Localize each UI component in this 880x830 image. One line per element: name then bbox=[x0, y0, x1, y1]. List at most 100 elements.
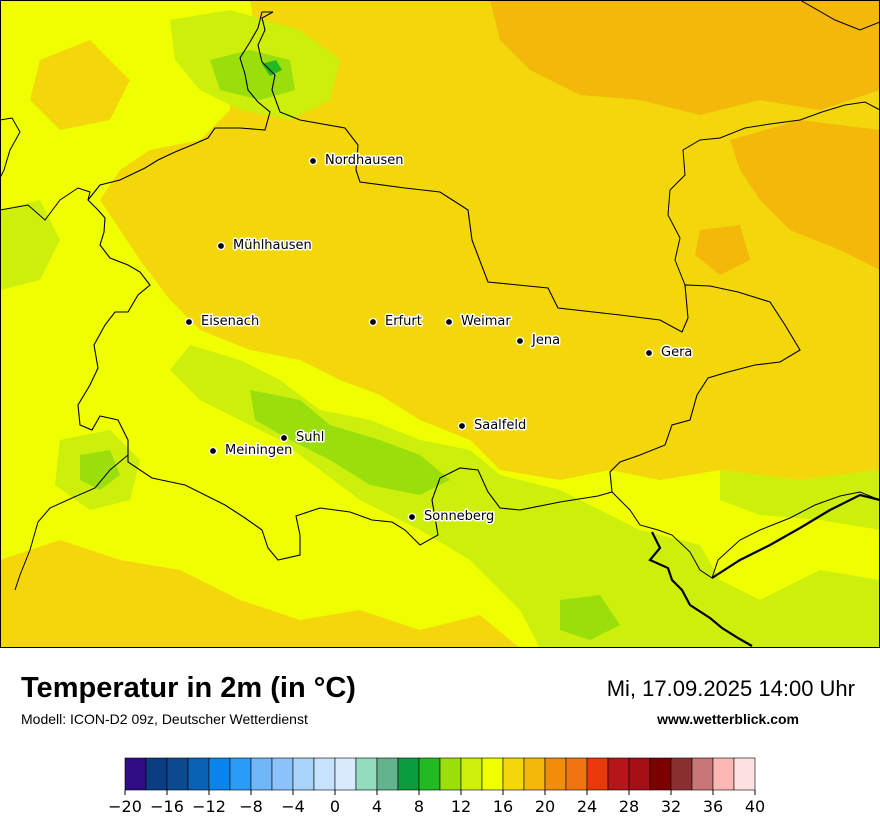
legend-color-box bbox=[292, 757, 315, 791]
city-label: Erfurt bbox=[385, 314, 422, 329]
legend-tick-label: 4 bbox=[372, 797, 382, 816]
legend-color-box bbox=[376, 757, 399, 791]
legend-color-box bbox=[439, 757, 462, 791]
legend-color-box bbox=[523, 757, 546, 791]
legend-tick-label: 36 bbox=[703, 797, 723, 816]
city-label: Gera bbox=[661, 345, 692, 360]
neighbor-border bbox=[667, 189, 686, 286]
city-dot-icon bbox=[644, 348, 654, 358]
city-dot-icon bbox=[457, 421, 467, 431]
city-dot-icon bbox=[279, 433, 289, 443]
legend-color-box bbox=[607, 757, 630, 791]
city-label: Suhl bbox=[296, 430, 324, 445]
city-marker[interactable]: Meiningen bbox=[208, 442, 294, 460]
legend-color-box bbox=[460, 757, 483, 791]
neighbor-border bbox=[799, 0, 880, 31]
city-dot-icon bbox=[407, 512, 417, 522]
city-dot-icon bbox=[184, 317, 194, 327]
temperature-field-10 bbox=[262, 60, 282, 76]
city-label: Weimar bbox=[461, 314, 511, 329]
city-marker[interactable]: Weimar bbox=[444, 313, 513, 331]
city-marker[interactable]: Jena bbox=[515, 332, 562, 350]
legend-tick-label: 0 bbox=[330, 797, 340, 816]
temperature-field-12 bbox=[560, 595, 620, 640]
cities-layer: Nordhausen Mühlhausen Eisenach Erfurt We… bbox=[184, 152, 694, 526]
website-link[interactable]: www.wetterblick.com bbox=[657, 711, 799, 727]
legend-tick-label: 8 bbox=[414, 797, 424, 816]
map-title: Temperatur in 2m (in °C) bbox=[21, 672, 356, 704]
city-marker[interactable]: Nordhausen bbox=[308, 152, 405, 170]
temperature-field-12 bbox=[80, 450, 120, 490]
legend-color-box bbox=[733, 757, 756, 791]
legend-color-box bbox=[397, 757, 420, 791]
legend-color-box bbox=[334, 757, 357, 791]
city-label: Nordhausen bbox=[325, 153, 404, 168]
city-marker[interactable]: Suhl bbox=[279, 429, 326, 447]
legend-color-box bbox=[418, 757, 441, 791]
legend-tick-label: 40 bbox=[745, 797, 765, 816]
legend-color-box bbox=[208, 757, 231, 791]
temperature-map[interactable]: Nordhausen Mühlhausen Eisenach Erfurt We… bbox=[0, 0, 880, 648]
city-dot-icon bbox=[515, 336, 525, 346]
country-border bbox=[711, 493, 880, 579]
temperature-field-18 bbox=[30, 40, 130, 130]
temperature-field-12 bbox=[250, 390, 450, 495]
legend-color-box bbox=[145, 757, 168, 791]
temperature-field-18 bbox=[100, 0, 880, 480]
legend-tick-label: 24 bbox=[577, 797, 597, 816]
legend-color-box bbox=[544, 757, 567, 791]
temperature-field-14 bbox=[720, 470, 880, 530]
neighbor-border bbox=[611, 491, 880, 579]
legend-color-box bbox=[712, 757, 735, 791]
temperature-field-14 bbox=[0, 200, 60, 290]
legend-color-box bbox=[481, 757, 504, 791]
legend-color-box bbox=[691, 757, 714, 791]
color-scale-legend: −20 −16 −12 −8 −4 0 4 8 12 16 20 24 28 32 36 40 bbox=[108, 757, 765, 816]
legend-tick-label: −12 bbox=[192, 797, 226, 816]
city-marker[interactable]: Gera bbox=[644, 344, 694, 362]
city-label: Sonneberg bbox=[424, 509, 494, 524]
legend-color-box bbox=[649, 757, 672, 791]
city-marker[interactable]: Erfurt bbox=[368, 313, 423, 331]
city-label: Meiningen bbox=[225, 443, 292, 458]
country-border bbox=[648, 531, 753, 647]
neighbor-border bbox=[0, 117, 21, 179]
city-marker[interactable]: Mühlhausen bbox=[216, 237, 313, 255]
legend-ticks: −20 −16 −12 −8 −4 0 4 8 12 16 20 24 28 32 36 40 bbox=[108, 790, 765, 816]
legend-tick-label: 12 bbox=[451, 797, 471, 816]
legend-tick-label: −8 bbox=[239, 797, 263, 816]
legend-color-box bbox=[565, 757, 588, 791]
neighbor-border bbox=[14, 454, 129, 591]
map-footer: Temperatur in 2m (in °C) Modell: ICON-D2… bbox=[0, 648, 880, 830]
city-dot-icon bbox=[308, 156, 318, 166]
city-marker[interactable]: Saalfeld bbox=[457, 417, 528, 435]
model-source: Modell: ICON-D2 09z, Deutscher Wetterdie… bbox=[21, 711, 308, 727]
legend-color-box bbox=[502, 757, 525, 791]
legend-color-box bbox=[271, 757, 294, 791]
legend-tick-label: −20 bbox=[108, 797, 142, 816]
city-label: Mühlhausen bbox=[233, 238, 312, 253]
city-dot-icon bbox=[368, 317, 378, 327]
city-dot-icon bbox=[444, 317, 454, 327]
legend-tick-label: 20 bbox=[535, 797, 555, 816]
city-marker[interactable]: Sonneberg bbox=[407, 508, 496, 526]
legend-color-box bbox=[229, 757, 252, 791]
legend-color-box bbox=[355, 757, 378, 791]
temperature-field-20 bbox=[490, 0, 880, 115]
neighbor-border bbox=[669, 101, 880, 191]
neighbor-border bbox=[0, 187, 91, 221]
city-label: Saalfeld bbox=[474, 418, 526, 433]
temperature-field-18 bbox=[0, 540, 520, 648]
legend-color-box bbox=[586, 757, 609, 791]
state-border bbox=[77, 11, 801, 561]
legend-tick-label: −16 bbox=[150, 797, 184, 816]
temperature-field-20 bbox=[695, 225, 750, 275]
legend-tick-label: 32 bbox=[661, 797, 681, 816]
city-label: Jena bbox=[531, 333, 560, 348]
legend-color-box bbox=[187, 757, 210, 791]
legend-tick-label: 16 bbox=[493, 797, 513, 816]
legend-tick-label: 28 bbox=[619, 797, 639, 816]
forecast-datetime: Mi, 17.09.2025 14:00 Uhr bbox=[606, 676, 855, 701]
temperature-field-20 bbox=[730, 120, 880, 270]
city-marker[interactable]: Eisenach bbox=[184, 313, 261, 331]
